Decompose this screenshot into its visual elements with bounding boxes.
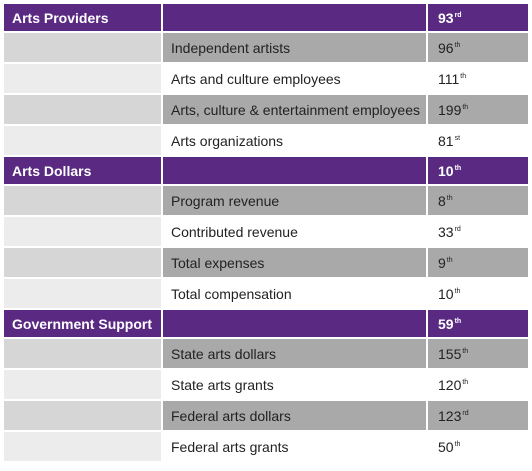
rank-cell: 50th <box>426 430 530 463</box>
rank: 33 <box>438 223 454 240</box>
rank-cell: 9th <box>426 246 530 279</box>
item-label: Program revenue <box>161 184 428 217</box>
rank: 10 <box>438 162 454 179</box>
rank-suffix: th <box>446 194 453 202</box>
rank-cell: 59th <box>426 308 530 339</box>
rank-cell: 10th <box>426 277 530 310</box>
blank-cell <box>2 337 163 370</box>
section-row: Arts Providers 93rd <box>2 2 530 33</box>
blank-cell <box>161 155 428 186</box>
rank-cell: 155th <box>426 337 530 370</box>
blank-cell <box>2 399 163 432</box>
blank-cell <box>161 308 428 339</box>
blank-cell <box>2 93 163 126</box>
rank-cell: 123rd <box>426 399 530 432</box>
item-label: Federal arts dollars <box>161 399 428 432</box>
item-label: Total compensation <box>161 277 428 310</box>
blank-cell <box>2 184 163 217</box>
rank-cell: 8th <box>426 184 530 217</box>
item-row: Total expenses 9th <box>2 246 530 279</box>
rank-suffix: th <box>462 103 469 111</box>
section-row: Arts Dollars 10th <box>2 155 530 186</box>
section-title: Government Support <box>2 308 163 339</box>
rank: 123 <box>438 407 462 424</box>
item-row: Contributed revenue 33rd <box>2 215 530 248</box>
blank-cell <box>2 215 163 248</box>
rank-cell: 120th <box>426 368 530 401</box>
rank: 10 <box>438 285 454 302</box>
rank-suffix: st <box>454 134 461 142</box>
item-label: State arts grants <box>161 368 428 401</box>
blank-cell <box>2 277 163 310</box>
item-row: Total compensation 10th <box>2 277 530 310</box>
rank: 93 <box>438 9 454 26</box>
rank-suffix: th <box>460 72 467 80</box>
rank-suffix: th <box>454 287 461 295</box>
rank-suffix: th <box>454 164 462 172</box>
rank-suffix: th <box>462 347 469 355</box>
rank-cell: 33rd <box>426 215 530 248</box>
item-label: Total expenses <box>161 246 428 279</box>
rank-suffix: rd <box>454 11 462 19</box>
rank-suffix: rd <box>462 409 469 417</box>
rank-suffix: th <box>454 440 461 448</box>
rank-cell: 111th <box>426 62 530 95</box>
item-label: Arts, culture & entertainment employees <box>161 93 428 126</box>
rank-suffix: rd <box>454 225 461 233</box>
item-label: Federal arts grants <box>161 430 428 463</box>
section-title: Arts Dollars <box>2 155 163 186</box>
item-label: Arts organizations <box>161 124 428 157</box>
item-row: Arts, culture & entertainment employees 1… <box>2 93 530 126</box>
section-row: Government Support 59th <box>2 308 530 339</box>
section-title: Arts Providers <box>2 2 163 33</box>
item-label: State arts dollars <box>161 337 428 370</box>
rank-cell: 199th <box>426 93 530 126</box>
item-row: Federal arts grants 50th <box>2 430 530 463</box>
rank-suffix: th <box>454 41 461 49</box>
rankings-table: Arts Providers 93rd Independent artists 96t… <box>2 2 530 463</box>
rank: 9 <box>438 254 446 271</box>
item-row: Program revenue 8th <box>2 184 530 217</box>
item-label: Arts and culture employees <box>161 62 428 95</box>
blank-cell <box>2 430 163 463</box>
rank-suffix: th <box>446 256 453 264</box>
rank: 111 <box>438 70 460 87</box>
rank-cell: 81st <box>426 124 530 157</box>
blank-cell <box>2 124 163 157</box>
rank-suffix: th <box>454 317 462 325</box>
blank-cell <box>2 31 163 64</box>
blank-cell <box>161 2 428 33</box>
item-label: Contributed revenue <box>161 215 428 248</box>
rank: 8 <box>438 192 446 209</box>
rank-cell: 96th <box>426 31 530 64</box>
blank-cell <box>2 368 163 401</box>
item-label: Independent artists <box>161 31 428 64</box>
rank: 155 <box>438 345 462 362</box>
item-row: Independent artists 96th <box>2 31 530 64</box>
rank: 199 <box>438 101 462 118</box>
rank-cell: 10th <box>426 155 530 186</box>
item-row: Federal arts dollars 123rd <box>2 399 530 432</box>
rank: 81 <box>438 132 454 149</box>
item-row: Arts organizations 81st <box>2 124 530 157</box>
rank: 50 <box>438 438 454 455</box>
rank: 120 <box>438 376 462 393</box>
rank: 96 <box>438 39 454 56</box>
rank-cell: 93rd <box>426 2 530 33</box>
item-row: Arts and culture employees 111th <box>2 62 530 95</box>
blank-cell <box>2 246 163 279</box>
rank-suffix: th <box>462 378 469 386</box>
item-row: State arts grants 120th <box>2 368 530 401</box>
rank: 59 <box>438 315 454 332</box>
item-row: State arts dollars 155th <box>2 337 530 370</box>
blank-cell <box>2 62 163 95</box>
